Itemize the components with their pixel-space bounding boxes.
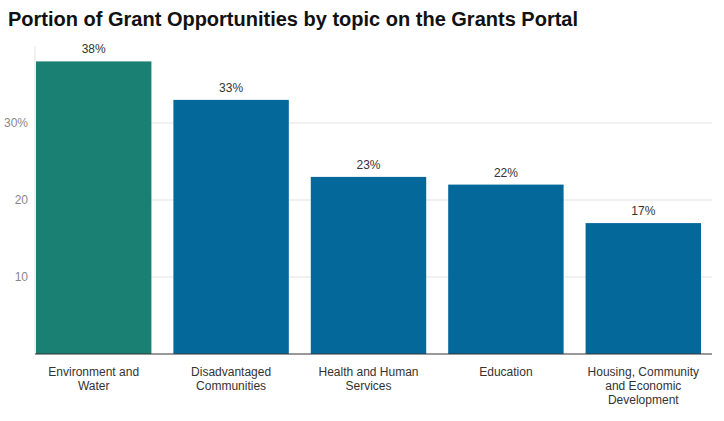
- data-label: 38%: [82, 42, 106, 56]
- bar: [586, 223, 701, 354]
- data-label: 22%: [494, 166, 518, 180]
- x-tick-line: Services: [345, 379, 391, 393]
- title: Portion of Grant Opportunities by topic …: [8, 8, 578, 30]
- y-axis-line: [35, 46, 36, 354]
- bar: [311, 177, 426, 354]
- x-axis-line: [35, 354, 712, 355]
- y-tick-label: 10: [15, 270, 29, 284]
- x-tick-line: Communities: [196, 379, 266, 393]
- x-tick-line: Disadvantaged: [191, 365, 271, 379]
- x-tick-label: Environment andWater: [48, 365, 139, 393]
- bar: [36, 61, 151, 354]
- x-tick-line: Health and Human: [318, 365, 418, 379]
- chart: Portion of Grant Opportunities by topic …: [0, 0, 724, 421]
- bar: [448, 185, 563, 354]
- data-label: 23%: [356, 158, 380, 172]
- y-tick-label: 30%: [4, 116, 28, 130]
- bar: [173, 100, 288, 354]
- x-tick-label: Health and HumanServices: [318, 365, 418, 393]
- data-label: 33%: [219, 81, 243, 95]
- x-tick-line: Development: [608, 393, 679, 407]
- x-tick-label: Education: [479, 365, 532, 379]
- data-label: 17%: [631, 204, 655, 218]
- x-tick-label: DisadvantagedCommunities: [191, 365, 271, 393]
- y-tick-label: 20: [15, 193, 29, 207]
- x-tick-line: Water: [78, 379, 110, 393]
- bars: [36, 61, 701, 354]
- x-tick-label: Housing, Communityand EconomicDevelopmen…: [588, 365, 699, 407]
- x-tick-line: and Economic: [605, 379, 681, 393]
- x-tick-line: Housing, Community: [588, 365, 699, 379]
- x-tick-line: Environment and: [48, 365, 139, 379]
- x-tick-line: Education: [479, 365, 532, 379]
